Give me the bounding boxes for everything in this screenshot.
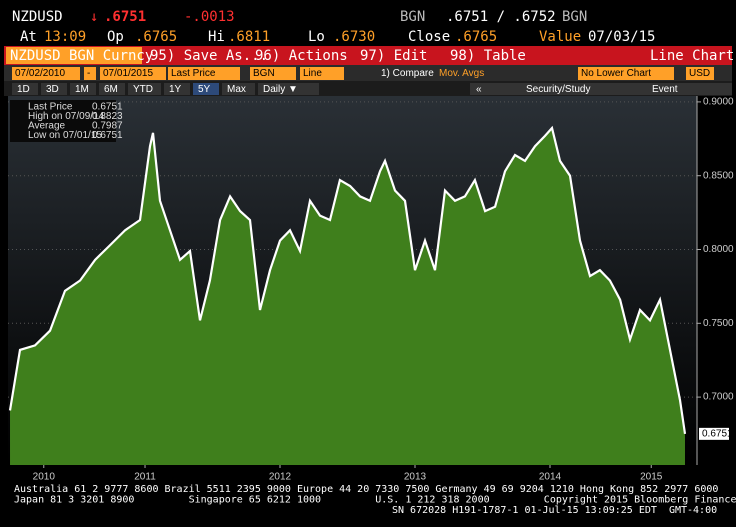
range-label[interactable]: Daily ▼	[263, 84, 298, 95]
toolbar	[4, 46, 732, 65]
stat-label: Low on 07/01/15	[28, 130, 102, 141]
x-tick-label: 2012	[269, 472, 292, 483]
back-button[interactable]: «	[476, 84, 482, 95]
y-tick-label: 0.8500	[703, 170, 734, 181]
range-label[interactable]: 3D	[46, 84, 59, 95]
last-price-tag	[699, 427, 729, 440]
range-button[interactable]	[99, 83, 125, 95]
security: NZDUSD BGN Curncy	[10, 48, 153, 64]
param-field[interactable]	[686, 67, 714, 80]
quote-label: Lo	[308, 29, 325, 45]
param-field[interactable]	[250, 67, 296, 80]
stat-value: 0.7987	[92, 121, 123, 132]
param-field[interactable]	[300, 67, 344, 80]
stat-value: 0.6751	[92, 130, 123, 141]
param-field[interactable]	[168, 67, 240, 80]
source: BGN	[400, 9, 425, 25]
area	[10, 128, 685, 465]
stat-label: Last Price	[28, 102, 73, 113]
toolbar-button[interactable]: 96) Actions	[255, 48, 348, 64]
line	[8, 125, 687, 435]
toolbar-button[interactable]: 97) Edit	[360, 48, 427, 64]
stat-label: High on 07/09/14	[28, 111, 105, 122]
quote-label: Hi	[208, 29, 225, 45]
param-start[interactable]: 07/02/2010	[15, 68, 65, 79]
stat-value: 0.6751	[92, 102, 123, 113]
x-tick-label: 2013	[404, 472, 427, 483]
quote-value: 13:09	[44, 29, 86, 45]
param-lower[interactable]: No Lower Chart	[581, 68, 651, 79]
quote-value: .6765	[455, 29, 497, 45]
param-end[interactable]: 07/01/2015	[103, 68, 153, 79]
stats-box	[10, 100, 116, 142]
param-field[interactable]	[100, 67, 166, 80]
param-field[interactable]	[578, 67, 674, 80]
x-tick-label: 2015	[640, 472, 663, 483]
range-button[interactable]	[164, 83, 190, 95]
quote-label: Op	[107, 29, 124, 45]
x-tick-label: 2010	[33, 472, 56, 483]
quote-value: .6765	[135, 29, 177, 45]
range-label[interactable]: 6M	[104, 84, 118, 95]
toolbar-button[interactable]: 95) Save As...	[150, 48, 268, 64]
value-label: Value	[539, 29, 581, 45]
y-tick-label: 0.8000	[703, 244, 734, 255]
view-name: Line Chart	[650, 48, 734, 64]
y-tick-label: 0.7000	[703, 392, 734, 403]
footer-line: Japan 81 3 3201 8900 Singapore 65 6212 1…	[14, 495, 736, 506]
price: .6751	[104, 9, 146, 25]
x-tick-label: 2014	[539, 472, 562, 483]
y-tick-label: 0.9000	[703, 97, 734, 108]
tools-bar	[470, 83, 732, 95]
study-button[interactable]: Security/Study	[526, 84, 590, 95]
source: BGN	[562, 9, 587, 25]
ticker: NZDUSD	[12, 9, 63, 25]
event-button[interactable]: Event	[652, 84, 678, 95]
y-tick-label: 0.7500	[703, 318, 734, 329]
toolbar-button[interactable]: 98) Table	[450, 48, 526, 64]
range-button[interactable]	[222, 83, 255, 95]
quote-value: .6811	[228, 29, 270, 45]
range-label[interactable]: Max	[227, 84, 246, 95]
param-dash[interactable]: -	[87, 68, 90, 79]
change-arrow: ↓	[90, 9, 98, 25]
last-price-label: 0.6751	[702, 428, 733, 439]
range-button[interactable]	[193, 83, 219, 95]
range-button[interactable]	[12, 83, 38, 95]
range-label[interactable]: 1M	[75, 84, 89, 95]
security-box	[6, 47, 142, 64]
range-button[interactable]	[258, 83, 319, 95]
param-mov-avgs[interactable]: Mov. Avgs	[439, 68, 484, 79]
param-field[interactable]	[12, 67, 80, 80]
x-tick-label: 2011	[134, 472, 156, 483]
footer-line: SN 672028 H191-1787-1 01-Jul-15 13:09:25…	[392, 505, 717, 516]
param-style[interactable]: Line	[303, 68, 322, 79]
param-field[interactable]: Last Price	[171, 68, 216, 79]
param-compare[interactable]: 1) Compare	[381, 68, 434, 79]
range-button[interactable]	[70, 83, 96, 95]
stat-label: Average	[28, 121, 66, 132]
quote-value: .6730	[333, 29, 375, 45]
range-label[interactable]: 5Y	[198, 84, 211, 95]
stat-value: 0.8823	[92, 111, 123, 122]
bid-ask: .6751 / .6752	[446, 9, 556, 25]
param-field[interactable]	[84, 67, 96, 80]
param-source[interactable]: BGN	[253, 68, 275, 79]
range-label[interactable]: 1Y	[169, 84, 182, 95]
range-label[interactable]: YTD	[133, 84, 153, 95]
quote-label: At	[20, 29, 37, 45]
change: -.0013	[184, 9, 235, 25]
quote-label: Close	[408, 29, 450, 45]
footer-line: Australia 61 2 9777 8600 Brazil 5511 239…	[14, 484, 718, 495]
value-date: 07/03/15	[588, 29, 655, 45]
range-button[interactable]	[41, 83, 67, 95]
range-label[interactable]: 1D	[17, 84, 30, 95]
range-button[interactable]	[128, 83, 161, 95]
param-currency[interactable]: USD	[689, 68, 710, 79]
